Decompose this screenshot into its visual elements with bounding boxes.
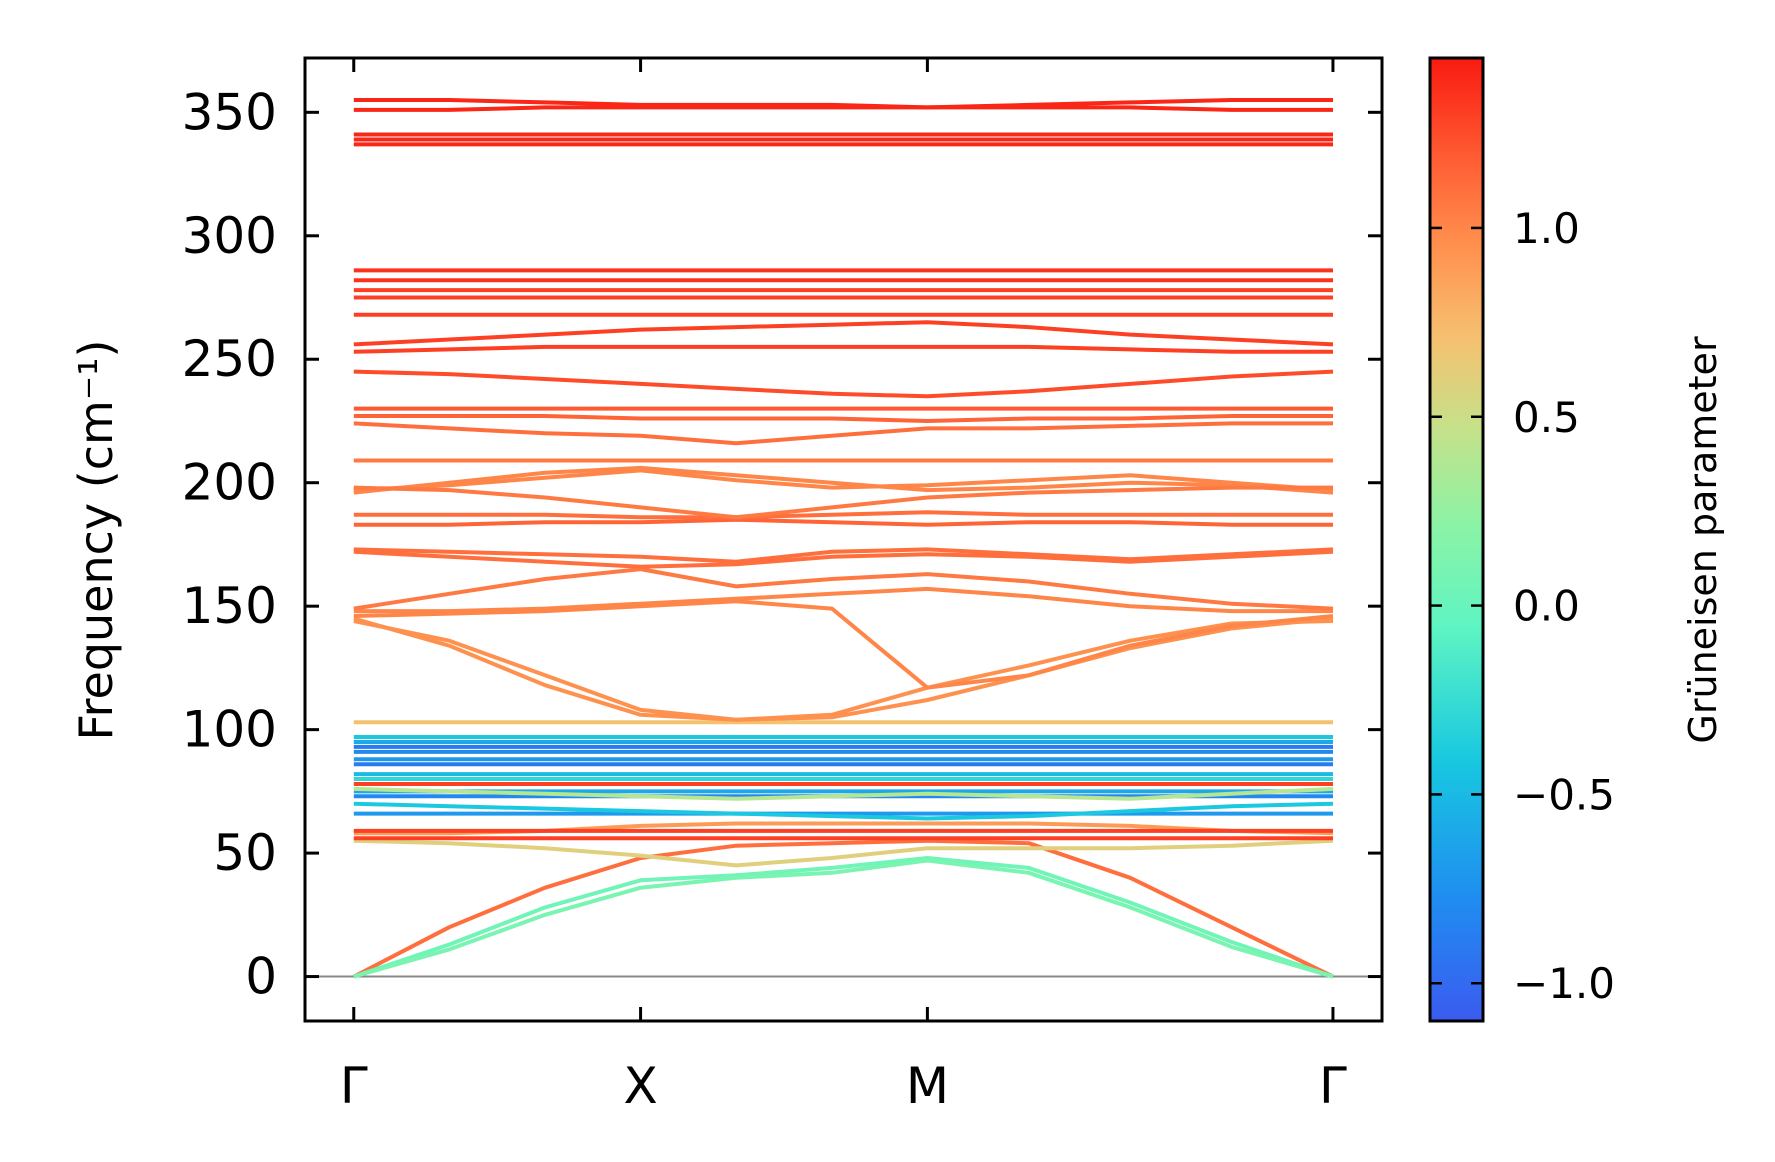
band-line bbox=[353, 468, 1334, 493]
colorbar-tick-label: 0.0 bbox=[1513, 582, 1580, 631]
y-tick-label: 50 bbox=[213, 824, 277, 882]
colorbar-tick-label: −1.0 bbox=[1513, 959, 1615, 1008]
band-line bbox=[353, 599, 1334, 690]
colorbar-gradient bbox=[1430, 58, 1483, 1021]
y-tick-label: 250 bbox=[182, 330, 277, 388]
colorbar-tick-label: −0.5 bbox=[1513, 770, 1615, 819]
y-tick-label: 300 bbox=[182, 207, 277, 265]
band-line bbox=[353, 619, 1334, 722]
plot-area: 0 50 100 150 200 250 300 350 Γ X M Γ Frequency (cm… bbox=[69, 56, 1384, 1115]
band-line bbox=[352, 838, 1334, 979]
band-line bbox=[353, 616, 1334, 722]
band-line bbox=[353, 369, 1334, 399]
x-tick-label: Γ bbox=[340, 1057, 368, 1115]
x-tick-label: M bbox=[906, 1057, 949, 1115]
band-line bbox=[353, 858, 1334, 979]
y-axis-title: Frequency (cm⁻¹) bbox=[69, 340, 123, 741]
band-line bbox=[353, 549, 1334, 569]
colorbar-frame bbox=[1428, 56, 1485, 1023]
plot-frame bbox=[303, 56, 1384, 1023]
band-line bbox=[353, 510, 1333, 520]
band-line bbox=[353, 105, 1333, 112]
x-tick-label: X bbox=[623, 1057, 657, 1115]
y-tick-label: 0 bbox=[245, 948, 277, 1006]
band-line bbox=[353, 586, 1333, 614]
y-tick-label: 150 bbox=[182, 577, 277, 635]
band-line bbox=[353, 344, 1333, 354]
band-line bbox=[353, 838, 1334, 868]
y-tick-label: 100 bbox=[182, 701, 277, 759]
y-axis-ticks: 0 50 100 150 200 250 300 350 bbox=[182, 83, 1382, 1006]
band-line bbox=[353, 547, 1334, 564]
phonon-bands bbox=[352, 98, 1334, 979]
x-tick-label: Γ bbox=[1319, 1057, 1347, 1115]
colorbar-tick-label: 0.5 bbox=[1513, 393, 1580, 442]
band-line bbox=[353, 567, 1334, 611]
y-tick-label: 200 bbox=[182, 454, 277, 512]
band-line bbox=[353, 320, 1334, 347]
band-line bbox=[353, 485, 1333, 520]
band-line bbox=[353, 801, 1334, 821]
band-line bbox=[353, 856, 1334, 979]
colorbar-title: Grüneisen parameter bbox=[1681, 336, 1725, 744]
band-line bbox=[353, 98, 1333, 110]
band-line bbox=[353, 414, 1333, 423]
band-line bbox=[353, 465, 1334, 495]
colorbar-tick-label: 1.0 bbox=[1513, 204, 1580, 253]
band-line bbox=[353, 786, 1334, 801]
band-line bbox=[353, 517, 1333, 527]
band-line bbox=[353, 421, 1333, 446]
y-tick-label: 350 bbox=[182, 83, 277, 141]
colorbar: −1.0 −0.5 0.0 0.5 1.0 Grüneisen parameter bbox=[1428, 56, 1725, 1023]
colorbar-ticks: −1.0 −0.5 0.0 0.5 1.0 bbox=[1430, 204, 1615, 1008]
